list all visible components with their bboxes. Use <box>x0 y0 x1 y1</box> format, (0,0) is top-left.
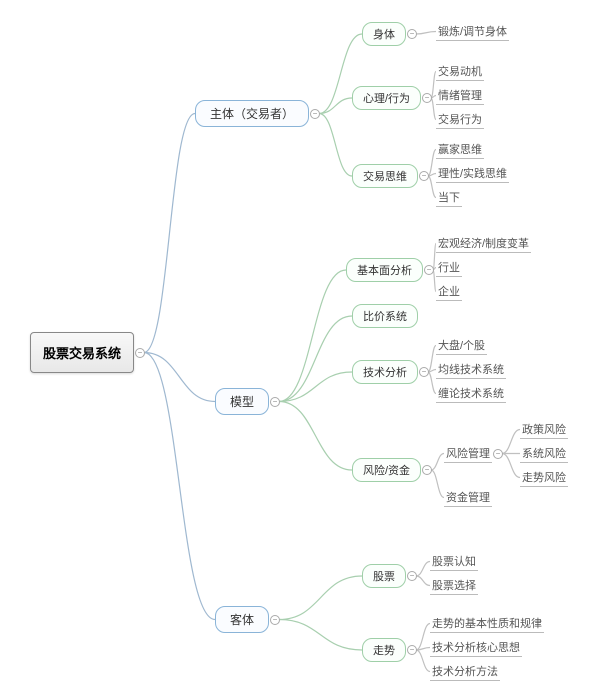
leaf-0.1-1: 情绪管理 <box>436 86 484 105</box>
collapse-toggle-icon[interactable]: − <box>407 29 417 39</box>
leaf-0.2-2: 当下 <box>436 188 462 207</box>
branch-0: 主体（交易者） <box>195 100 309 127</box>
leaf-2.1-1: 技术分析核心思想 <box>430 638 522 657</box>
node-2-1: 走势 <box>362 638 406 662</box>
leaf-2.0-1: 股票选择 <box>430 576 478 595</box>
collapse-toggle-icon[interactable]: − <box>310 109 320 119</box>
collapse-toggle-icon[interactable]: − <box>270 397 280 407</box>
node-1-3: 风险/资金 <box>352 458 421 482</box>
leaf-0.2-1: 理性/实践思维 <box>436 164 509 183</box>
leaf-1.0-2: 企业 <box>436 282 462 301</box>
collapse-toggle-icon[interactable]: − <box>419 171 429 181</box>
collapse-toggle-icon[interactable]: − <box>270 615 280 625</box>
leaf-1.2-1: 均线技术系统 <box>436 360 506 379</box>
node-0-1: 心理/行为 <box>352 86 421 110</box>
leaf-1.3.0-1: 系统风险 <box>520 444 568 463</box>
node-2-0: 股票 <box>362 564 406 588</box>
leaf-1.3.0-0: 政策风险 <box>520 420 568 439</box>
branch-1: 模型 <box>215 388 269 415</box>
node-0-0: 身体 <box>362 22 406 46</box>
node-1-2: 技术分析 <box>352 360 418 384</box>
collapse-toggle-icon[interactable]: − <box>135 348 145 358</box>
leaf-0.0-0: 锻炼/调节身体 <box>436 22 509 41</box>
collapse-toggle-icon[interactable]: − <box>422 93 432 103</box>
leaf-1.2-2: 缠论技术系统 <box>436 384 506 403</box>
leaf-1.3.0-2: 走势风险 <box>520 468 568 487</box>
node-1-3-0: 风险管理 <box>444 444 492 463</box>
collapse-toggle-icon[interactable]: − <box>422 465 432 475</box>
node-0-2: 交易思维 <box>352 164 418 188</box>
collapse-toggle-icon[interactable]: − <box>407 571 417 581</box>
collapse-toggle-icon[interactable]: − <box>419 367 429 377</box>
leaf-2.0-0: 股票认知 <box>430 552 478 571</box>
node-1-1: 比价系统 <box>352 304 418 328</box>
leaf-1.2-0: 大盘/个股 <box>436 336 487 355</box>
leaf-1.0-0: 宏观经济/制度变革 <box>436 234 531 253</box>
collapse-toggle-icon[interactable]: − <box>424 265 434 275</box>
root-node: 股票交易系统 <box>30 332 134 373</box>
leaf-0.1-0: 交易动机 <box>436 62 484 81</box>
leaf-2.1-0: 走势的基本性质和规律 <box>430 614 544 633</box>
node-1-0: 基本面分析 <box>346 258 423 282</box>
leaf-0.1-2: 交易行为 <box>436 110 484 129</box>
branch-2: 客体 <box>215 606 269 633</box>
collapse-toggle-icon[interactable]: − <box>407 645 417 655</box>
leaf-1.0-1: 行业 <box>436 258 462 277</box>
collapse-toggle-icon[interactable]: − <box>493 449 503 459</box>
node-1-3-1: 资金管理 <box>444 488 492 507</box>
leaf-0.2-0: 赢家思维 <box>436 140 484 159</box>
leaf-2.1-2: 技术分析方法 <box>430 662 500 681</box>
